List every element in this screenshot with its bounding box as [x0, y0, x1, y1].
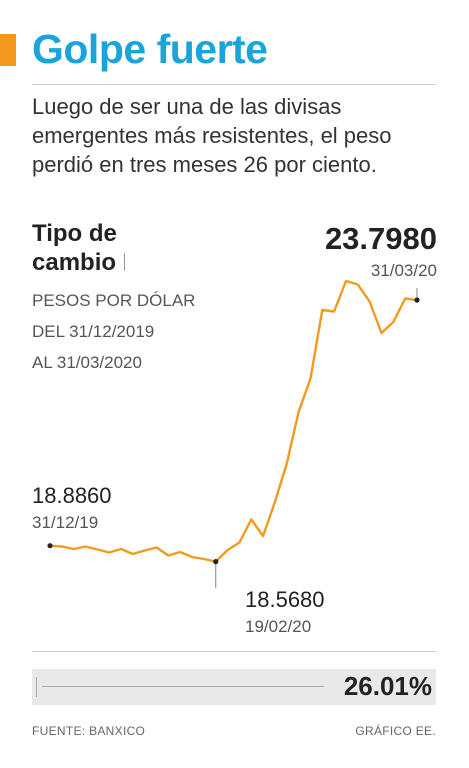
series-line-peso-dolar [48, 279, 419, 563]
units-line2: DEL 31/12/2019 [32, 322, 155, 341]
label-tick [124, 253, 126, 271]
change-bar-line [42, 686, 324, 687]
point-marker-0 [47, 543, 53, 549]
annotation-date-0: 31/12/19 [32, 513, 98, 532]
units-line1: PESOS POR DÓLAR [32, 291, 196, 310]
bottom-divider [32, 651, 436, 652]
annotation-date-1: 19/02/20 [245, 617, 311, 636]
chart-markers [47, 297, 420, 565]
credit-note: GRÁFICO EE. [355, 724, 436, 738]
change-bar-start [36, 677, 37, 697]
series-label-line1: Tipo de [32, 220, 117, 247]
change-bar: 26.01% [32, 669, 436, 705]
chart-annotations: 18.8860 31/12/19 18.5680 19/02/20 23.7980 31/… [32, 221, 437, 636]
series-label: Tipo de cambio [32, 219, 126, 277]
annotation-value-2: 23.7980 [325, 221, 437, 256]
series-units: PESOS POR DÓLAR DEL 31/12/2019 AL 31/03/… [32, 285, 195, 378]
accent-bar [0, 34, 16, 66]
point-marker-2 [414, 297, 420, 303]
annotation-value-0: 18.8860 [32, 483, 112, 508]
page-title: Golpe fuerte [32, 26, 268, 72]
change-value: 26.01% [343, 671, 432, 701]
series-label-line2: cambio [32, 249, 117, 276]
subtitle: Luego de ser una de las divisas emergent… [32, 94, 392, 177]
title-divider [32, 84, 436, 85]
source-note: FUENTE: BANXICO [32, 724, 146, 738]
annotation-value-1: 18.5680 [245, 587, 325, 612]
annotation-date-2: 31/03/20 [371, 261, 437, 280]
units-line3: AL 31/03/2020 [32, 353, 142, 372]
point-marker-1 [213, 559, 219, 565]
